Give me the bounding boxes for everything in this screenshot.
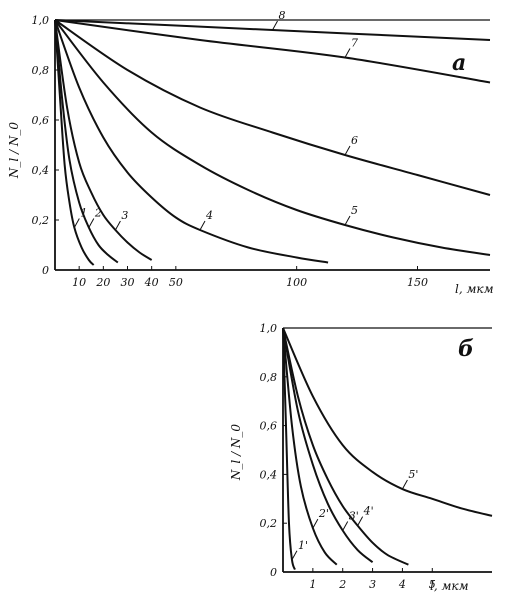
b-series-3p: [282, 327, 374, 564]
a-curve-leader: [199, 220, 206, 231]
a-curve-leader: [272, 20, 278, 31]
a-series-6: [54, 19, 491, 196]
a-series-1: [54, 19, 95, 266]
b-ytick-label: 0,4: [260, 468, 278, 481]
panel-label-b: б: [458, 336, 474, 362]
a-ytick-label: 0,8: [32, 64, 50, 77]
a-curve-leader: [88, 218, 95, 228]
a-ytick-label: 0,6: [32, 114, 50, 127]
a-xtick-label: 10: [72, 276, 86, 289]
x-axis-label-a: l, мкм: [455, 282, 494, 296]
a-curve-leader: [344, 145, 351, 156]
b-curve-leader: [342, 521, 349, 531]
b-curve-label: 5': [408, 468, 418, 481]
a-curve-label: 7: [351, 37, 358, 50]
y-axis-label-b: N_l / N_0: [229, 424, 243, 482]
b-xtick-label: 4: [398, 578, 406, 591]
a-curve-label: 6: [351, 134, 358, 147]
a-curve-label: 8: [279, 9, 286, 22]
b-curve-label: 2': [318, 507, 329, 520]
b-xtick-label: 1: [309, 578, 316, 591]
a-xtick-label: 30: [121, 276, 135, 289]
b-xtick-label: 2: [338, 578, 346, 591]
chart-panel-a: 0 0,2 0,4 0,6 0,8 1,0 10 20 30 40 50 100 150 1 2 3 4 5 6…: [7, 9, 494, 296]
a-curve-leader: [114, 220, 121, 231]
a-curve-label: 2: [94, 207, 102, 220]
a-series-4: [54, 19, 329, 264]
b-series-5p: [282, 327, 493, 517]
b-xtick-label: 3: [369, 578, 376, 591]
a-ytick-label: 0: [42, 264, 49, 277]
a-curve-label: 4: [205, 209, 213, 222]
b-curve-leader: [312, 518, 319, 529]
b-curve-label: 1': [298, 539, 308, 552]
b-series-1p: [282, 327, 296, 570]
b-curve-label: 4': [363, 505, 374, 518]
panel-label-a: а: [452, 50, 466, 76]
x-axis-label-b: l, мкм: [430, 579, 469, 593]
b-ytick-label: 0,8: [260, 371, 278, 384]
a-curve-leader: [344, 48, 351, 58]
a-ytick-label: 0,2: [32, 214, 50, 227]
a-curve-label: 1: [80, 207, 87, 220]
a-curve-label: 5: [351, 204, 358, 217]
b-ytick-label: 0,6: [260, 420, 278, 433]
a-series-7: [54, 19, 491, 84]
a-ytick-label: 1,0: [32, 14, 50, 27]
a-curve-leader: [73, 218, 80, 228]
b-xtick-label: 5: [429, 578, 436, 591]
chart-panel-b: 0 0,2 0,4 0,6 0,8 1,0 1 2 3 4 5 1' 2' 3' 4' 5' N_l / …: [229, 322, 493, 593]
y-axis-label-a: N_l / N_0: [7, 122, 21, 180]
a-xtick-label: 150: [407, 276, 428, 289]
b-curve-leader: [401, 479, 408, 490]
a-curve-leader: [344, 215, 351, 226]
a-ytick-label: 0,4: [32, 164, 50, 177]
a-curve-label: 3: [121, 209, 128, 222]
a-series-2: [54, 19, 119, 264]
b-series-4p: [282, 327, 409, 566]
b-ytick-label: 0,2: [260, 517, 278, 530]
a-series-5: [54, 19, 491, 256]
b-curve-label: 3': [349, 510, 359, 523]
a-xtick-label: 100: [286, 276, 307, 289]
a-series-3: [54, 19, 153, 261]
b-series-2p: [282, 327, 338, 566]
b-curve-leader: [291, 550, 298, 561]
a-xtick-label: 20: [95, 276, 110, 289]
b-curve-leader: [357, 516, 364, 526]
b-ytick-label: 0: [270, 566, 277, 579]
a-xtick-label: 40: [144, 276, 159, 289]
b-ytick-label: 1,0: [260, 322, 278, 335]
a-xtick-label: 50: [169, 276, 183, 289]
